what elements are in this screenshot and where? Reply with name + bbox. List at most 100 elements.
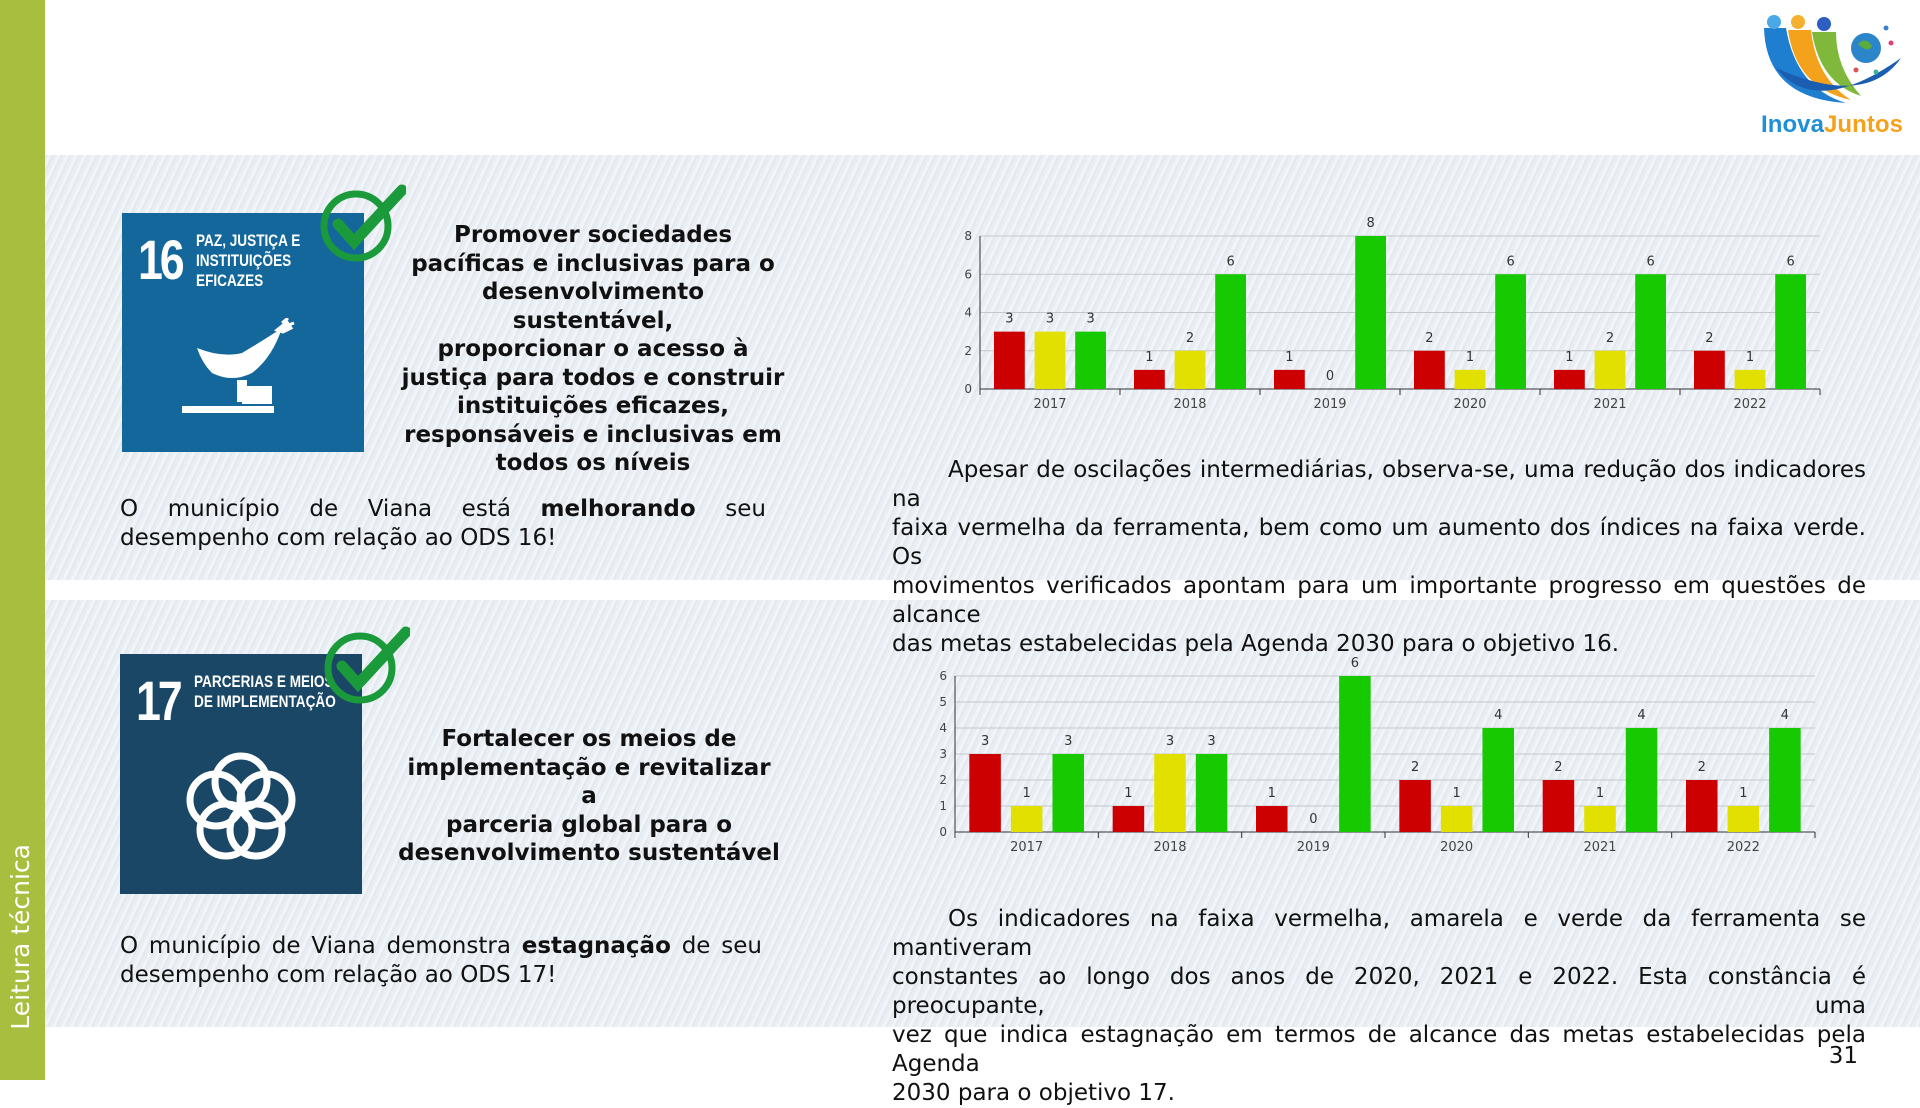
ods17-bar-chart: 0 1 2 3 4 5 6 2017 3 1 3 2018 1 3 3 2019 1 0 6 2020 2 1 4 2021 2… <box>939 656 1816 855</box>
dove-gavel-icon <box>182 318 295 413</box>
heading-line: parceria global para o <box>446 811 732 838</box>
x-tick-label: 2020 <box>1440 840 1473 855</box>
analysis-line: 2030 para o objetivo 17. <box>892 1080 1175 1106</box>
data-label: 4 <box>1637 708 1645 723</box>
analysis-line: vez que indica estagnação em termos de a… <box>892 1022 1866 1077</box>
bar-verde <box>1625 728 1658 832</box>
bar-vermelha <box>1414 350 1445 389</box>
data-label: 4 <box>1781 708 1789 723</box>
status-post: seu desempenho com relação ao ODS 16! <box>120 496 766 551</box>
ods17-goal-heading: Fortalecer os meios de implementação e re… <box>396 725 782 868</box>
ods17-analysis: Os indicadores na faixa vermelha, amarel… <box>892 905 1866 1108</box>
data-label: 1 <box>1596 786 1604 801</box>
data-label: 6 <box>1351 656 1359 671</box>
sdg17-badge: 17 PARCERIAS E MEIOS DE IMPLEMENTAÇÃO <box>120 654 362 894</box>
bar-verde <box>1495 274 1526 389</box>
data-label: 6 <box>1506 254 1514 269</box>
heading-line: justiça para todos e construir <box>401 364 785 391</box>
data-label: 3 <box>981 734 989 749</box>
data-label: 3 <box>1005 312 1013 327</box>
heading-line: pacíficas e inclusivas para o <box>411 250 775 277</box>
analysis-line: Apesar de oscilações intermediárias, obs… <box>892 457 1866 512</box>
bar-vermelha <box>1274 369 1305 389</box>
data-label: 1 <box>1466 350 1474 365</box>
bar-amarela <box>1154 754 1186 832</box>
x-tick-label: 2019 <box>1297 840 1330 855</box>
data-label: 0 <box>1309 812 1317 827</box>
data-label: 3 <box>1064 734 1072 749</box>
sdg16-badge: 16 PAZ, JUSTIÇA E INSTITUIÇÕES EFICAZES <box>122 213 364 452</box>
y-tick-label: 2 <box>964 344 972 358</box>
x-tick-label: 2021 <box>1583 840 1616 855</box>
status-keyword: melhorando <box>540 496 696 522</box>
bar-verde <box>1052 754 1084 832</box>
data-label: 6 <box>1226 254 1234 269</box>
status-pre: O município de Viana demonstra <box>120 933 522 959</box>
page-number: 31 <box>1828 1043 1858 1069</box>
sdg-number: 16 <box>138 228 185 291</box>
data-label: 2 <box>1411 760 1419 775</box>
data-label: 1 <box>1565 350 1573 365</box>
bar-amarela <box>1727 806 1760 832</box>
ods16-status-text: O município de Viana está melhorando seu… <box>120 495 766 553</box>
data-label: 1 <box>1739 786 1747 801</box>
bar-verde <box>1195 754 1228 832</box>
heading-line: responsáveis e inclusivas em <box>404 421 782 448</box>
x-tick-label: 2021 <box>1593 397 1626 412</box>
data-label: 6 <box>1646 254 1654 269</box>
bar-amarela <box>1734 369 1766 389</box>
y-tick-label: 6 <box>939 669 947 683</box>
bar-amarela <box>1440 806 1473 832</box>
sdg-title: PAZ, JUSTIÇA E INSTITUIÇÕES EFICAZES <box>196 231 301 290</box>
y-tick-label: 2 <box>939 773 947 787</box>
y-tick-label: 0 <box>964 382 972 396</box>
heading-line: Fortalecer os meios de <box>441 726 737 752</box>
data-label: 3 <box>1207 734 1215 749</box>
bar-amarela <box>1454 369 1486 389</box>
heading-line: desenvolvimento sustentável, <box>481 279 704 334</box>
data-label: 1 <box>1023 786 1031 801</box>
bar-verde <box>1339 676 1371 832</box>
data-label: 3 <box>1086 312 1094 327</box>
heading-line: proporcionar o acesso à <box>437 336 749 362</box>
bar-vermelha <box>1256 806 1288 832</box>
data-label: 1 <box>1268 786 1276 801</box>
bar-verde <box>1075 331 1106 389</box>
bar-verde <box>1355 236 1386 389</box>
bar-vermelha <box>1686 780 1718 832</box>
x-tick-label: 2018 <box>1153 840 1186 855</box>
data-label: 4 <box>1494 708 1502 723</box>
bar-amarela <box>1584 806 1616 832</box>
status-post: de seu desempenho com relação ao ODS 17! <box>120 933 762 988</box>
x-tick-label: 2019 <box>1313 397 1346 412</box>
ods17-status-text: O município de Viana demonstra estagnaçã… <box>120 932 762 990</box>
bar-amarela <box>1174 350 1206 389</box>
bar-vermelha <box>1694 350 1725 389</box>
ods16-analysis: Apesar de oscilações intermediárias, obs… <box>892 456 1866 659</box>
sdg-number: 17 <box>136 669 183 732</box>
data-label: 1 <box>1746 350 1754 365</box>
data-label: 6 <box>1786 254 1794 269</box>
svg-text:InovaJuntos: InovaJuntos <box>1761 111 1903 138</box>
data-label: 2 <box>1698 760 1706 775</box>
bar-amarela <box>1034 331 1066 389</box>
y-tick-label: 3 <box>939 747 947 761</box>
data-label: 2 <box>1425 331 1433 346</box>
y-tick-label: 0 <box>939 825 947 839</box>
heading-line: desenvolvimento sustentável <box>398 840 780 866</box>
data-label: 2 <box>1554 760 1562 775</box>
bar-amarela <box>1594 350 1626 389</box>
bar-verde <box>1215 274 1246 389</box>
inovajuntos-logo: InovaJuntos <box>1761 15 1903 138</box>
ods16-goal-heading: Promover sociedades pacíficas e inclusiva… <box>400 221 786 478</box>
bar-verde <box>1635 274 1666 389</box>
sdg-title: PARCERIAS E MEIOS DE IMPLEMENTAÇÃO <box>194 672 336 711</box>
bar-vermelha <box>969 754 1001 832</box>
heading-line: Promover sociedades <box>453 222 733 248</box>
x-tick-label: 2022 <box>1733 397 1766 412</box>
bar-verde <box>1775 274 1806 389</box>
data-label: 1 <box>1145 350 1153 365</box>
analysis-line: faixa vermelha da ferramenta, bem como u… <box>892 515 1866 570</box>
ods16-bar-chart: 0 2 4 6 8 2017 3 3 3 2018 1 2 6 2019 1 0 8 2020 2 1 6 2021 1 2 6… <box>964 216 1821 412</box>
x-tick-label: 2022 <box>1727 840 1760 855</box>
